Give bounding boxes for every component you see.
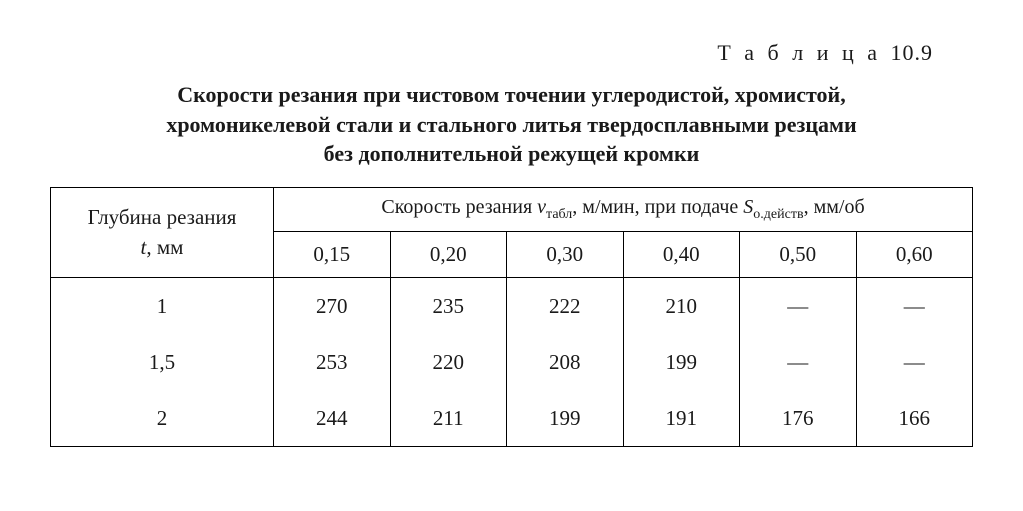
value-cell: 253	[274, 334, 391, 390]
caption-line: без дополнительной режущей кромки	[324, 141, 700, 166]
depth-cell: 1	[51, 278, 274, 335]
feed-col-header: 0,50	[740, 232, 857, 278]
feed-col-header: 0,40	[623, 232, 740, 278]
value-cell: 166	[856, 390, 973, 447]
value-cell: 222	[507, 278, 624, 335]
value-cell: —	[856, 334, 973, 390]
value-cell: 191	[623, 390, 740, 447]
table-number: Т а б л и ц а 10.9	[50, 40, 973, 66]
spanner-header: Скорость резания vтабл, м/мин, при подач…	[274, 188, 973, 232]
feed-col-header: 0,15	[274, 232, 391, 278]
table-caption: Скорости резания при чистовом точении уг…	[72, 80, 952, 169]
spanner-Ssub: о.действ	[753, 207, 803, 222]
table-number-label: Т а б л и ц а	[717, 40, 881, 65]
caption-line: хромоникелевой стали и стального литья т…	[166, 112, 856, 137]
table-row: 1,5 253 220 208 199 — —	[51, 334, 973, 390]
feed-col-header: 0,30	[507, 232, 624, 278]
value-cell: 210	[623, 278, 740, 335]
value-cell: 199	[623, 334, 740, 390]
value-cell: 208	[507, 334, 624, 390]
value-cell: 176	[740, 390, 857, 447]
spanner-v: v	[537, 196, 546, 218]
feed-col-header: 0,60	[856, 232, 973, 278]
depth-cell: 1,5	[51, 334, 274, 390]
row-header: Глубина резания t, мм	[51, 188, 274, 278]
cutting-speed-table: Глубина резания t, мм Скорость резания v…	[50, 187, 973, 447]
spanner-text: , м/мин, при подаче	[572, 196, 743, 218]
rowhead-line1: Глубина резания	[88, 205, 237, 229]
spanner-S: S	[743, 196, 753, 218]
table-row: 2 244 211 199 191 176 166	[51, 390, 973, 447]
value-cell: 270	[274, 278, 391, 335]
value-cell: 211	[390, 390, 507, 447]
value-cell: —	[856, 278, 973, 335]
spanner-text: Скорость резания	[381, 196, 537, 218]
value-cell: —	[740, 278, 857, 335]
spanner-text: , мм/об	[804, 196, 865, 218]
spanner-vsub: табл	[546, 207, 572, 222]
depth-cell: 2	[51, 390, 274, 447]
table-number-value: 10.9	[891, 40, 934, 65]
value-cell: 244	[274, 390, 391, 447]
caption-line: Скорости резания при чистовом точении уг…	[177, 82, 845, 107]
rowhead-unit: , мм	[146, 235, 183, 259]
value-cell: 220	[390, 334, 507, 390]
table-row: 1 270 235 222 210 — —	[51, 278, 973, 335]
value-cell: —	[740, 334, 857, 390]
value-cell: 199	[507, 390, 624, 447]
feed-col-header: 0,20	[390, 232, 507, 278]
value-cell: 235	[390, 278, 507, 335]
